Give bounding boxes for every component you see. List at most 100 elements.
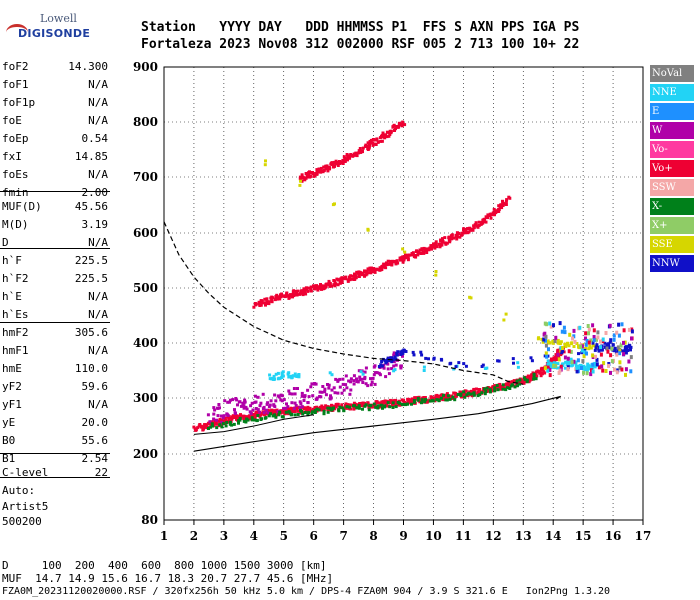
param-label: yF2 [2, 380, 22, 393]
echo-point-nne [361, 372, 365, 376]
echo-point-vo- [242, 414, 246, 418]
echo-point-cluster [568, 332, 572, 337]
echo-point-vo-3f- [319, 166, 323, 170]
echo-point-cluster [590, 368, 593, 373]
echo-point-vo-3f- [325, 167, 329, 171]
param-label: h`F2 [2, 272, 29, 285]
echo-point-x- [508, 387, 512, 390]
param-label: foEs [2, 168, 29, 181]
echo-point-cluster [620, 322, 624, 327]
echo-point-vo-2f- [439, 238, 443, 242]
echo-point-w [320, 390, 324, 394]
echo-point-vo-2f- [340, 281, 344, 284]
echo-point-cluster [591, 362, 595, 367]
echo-point-x- [220, 425, 224, 429]
echo-point-x- [267, 414, 271, 418]
echo-point-w [306, 401, 310, 405]
echo-point-w [286, 405, 290, 409]
echo-point-x- [472, 393, 476, 397]
x-tick-label: 14 [545, 529, 562, 543]
echo-point-x- [290, 412, 294, 416]
echo-point-vo-2f- [313, 285, 317, 289]
echo-point-cluster [599, 352, 603, 357]
echo-point-nnw [603, 341, 607, 345]
echo-point-cluster [573, 339, 577, 344]
echo-point-nne [568, 361, 571, 364]
echo-point-cluster [595, 337, 598, 342]
echo-point-sse [587, 347, 591, 351]
param-value: 14.85 [74, 150, 108, 163]
echo-point-w [273, 393, 277, 397]
echo-point-vo-2f- [411, 253, 415, 256]
echo-point-x- [394, 405, 398, 409]
echo-point-w [349, 380, 353, 384]
echo-point-vo- [542, 370, 546, 374]
echo-point-nne [392, 369, 396, 373]
echo-point-vo- [410, 398, 414, 402]
echo-point-nnw [512, 361, 515, 365]
echo-point-w [262, 411, 266, 415]
echo-point-nne [556, 362, 560, 366]
echo-point-w [265, 402, 269, 406]
echo-point-vo-2f- [372, 270, 376, 273]
echo-point-x- [431, 399, 435, 403]
echo-point-w [363, 375, 367, 379]
echo-point-vo-3f- [304, 176, 308, 180]
echo-point-vo- [201, 425, 205, 429]
echo-point-w [264, 408, 268, 412]
echo-point-x- [448, 397, 452, 401]
echo-point-w [298, 406, 302, 410]
echo-point-w [357, 369, 361, 373]
echo-point-x- [493, 386, 497, 390]
echo-point-vo- [202, 427, 205, 431]
echo-point-vo- [463, 389, 467, 393]
echo-point-w [228, 400, 231, 404]
echo-point-nne [583, 368, 587, 372]
echo-point-vo- [360, 401, 364, 405]
echo-point-cluster [591, 353, 595, 358]
echo-point-nne [281, 370, 285, 374]
echo-point-vo-2f- [484, 220, 488, 224]
echo-point-nnw [420, 353, 424, 357]
echo-point-w [294, 404, 298, 407]
echo-point-vo-2f- [441, 240, 445, 243]
echo-point-nne [574, 362, 578, 366]
echo-point-vo- [498, 382, 502, 386]
echo-point-nnw [419, 350, 423, 354]
echo-point-sse [366, 228, 370, 232]
echo-point-w [399, 366, 403, 370]
echo-point-x- [353, 404, 356, 408]
echo-point-cluster [619, 343, 623, 348]
echo-point-x- [245, 417, 249, 421]
echo-point-vo-2f- [385, 263, 389, 267]
echo-point-cluster [622, 328, 626, 333]
echo-point-w [355, 377, 358, 381]
echo-point-vo-3f- [351, 154, 355, 158]
echo-point-vo- [345, 406, 349, 410]
echo-point-nne [588, 364, 592, 368]
echo-point-w [238, 400, 242, 404]
echo-point-cluster [553, 339, 557, 344]
param-row-yf1: yF1 N/A [2, 398, 108, 413]
echo-point-cluster [624, 372, 627, 377]
echo-point-w [364, 382, 368, 386]
echo-point-vo-2f- [402, 258, 406, 262]
echo-point-vo-2f- [318, 286, 322, 290]
echo-point-vo-3f- [317, 167, 321, 171]
echo-point-w [315, 396, 319, 400]
y-tick-label: 500 [133, 281, 158, 295]
param-value: N/A [88, 308, 108, 321]
echo-point-x- [328, 406, 332, 410]
logo-brand-top: Lowell [40, 12, 77, 25]
echo-point-cluster [552, 323, 555, 328]
y-tick-label: 200 [133, 447, 158, 461]
echo-point-nne [359, 370, 363, 374]
echo-point-vo- [350, 403, 354, 407]
echo-point-vo- [346, 403, 350, 407]
echo-point-x- [209, 425, 213, 429]
echo-point-w [256, 395, 260, 399]
echo-point-vo- [486, 389, 490, 393]
param-label: B0 [2, 434, 16, 447]
echo-point-vo-2f- [416, 253, 420, 257]
echo-point-nnw [383, 359, 387, 363]
